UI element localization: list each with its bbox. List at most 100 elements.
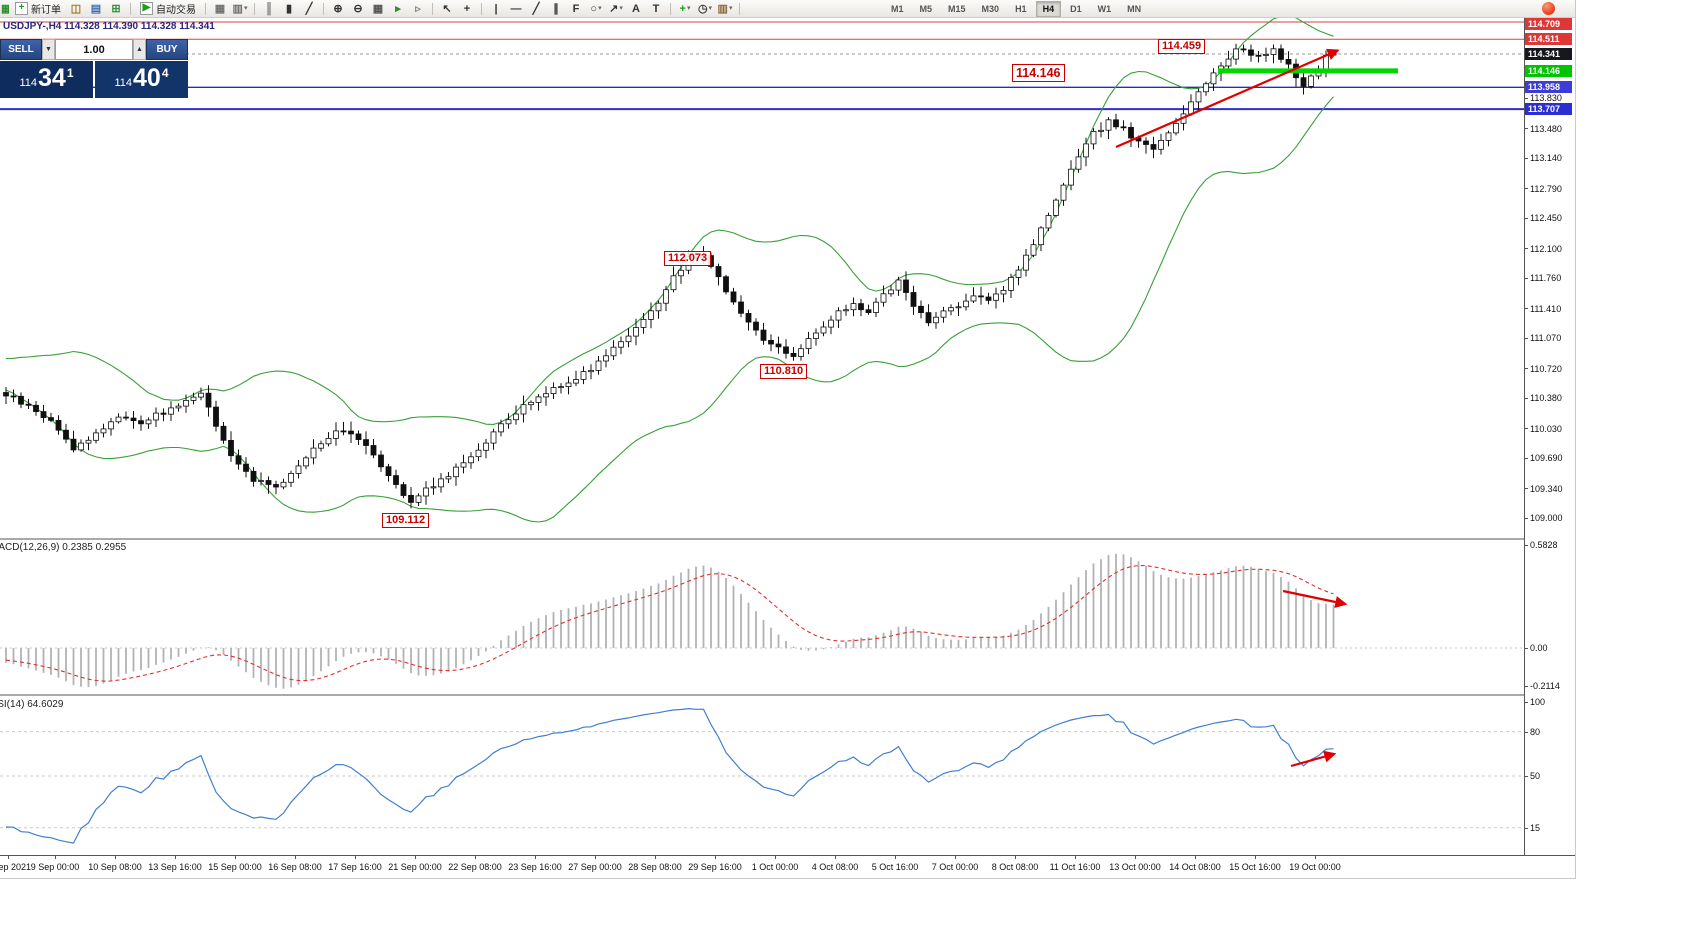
fibonacci-icon[interactable]: F — [572, 2, 580, 15]
price-axis-label: 113.480 — [1530, 123, 1562, 134]
templates-icon[interactable]: ▥ ▾ — [717, 2, 733, 15]
panel-splitter-macd[interactable] — [0, 538, 1524, 540]
time-axis-tick — [415, 856, 416, 859]
toolbar: ▦+新订单◫▤⊞▶自动交易▦▥▾║▮╱⊕⊖▦▸▹↖+|—╱∥F○▾↗▾AT+▾◷… — [0, 0, 1575, 18]
time-axis-tick — [8, 856, 9, 859]
price-annotation[interactable]: 114.146 — [1012, 64, 1065, 82]
data-window-icon[interactable]: ▤ — [90, 2, 102, 15]
new-order-cut-icon[interactable]: ▦ — [1, 1, 9, 17]
price-marker-114.511: 114.511 — [1525, 33, 1572, 46]
price-annotation[interactable]: 110.810 — [760, 364, 808, 379]
new-order-button[interactable]: + 新订单 — [12, 1, 64, 17]
sell-price-button[interactable]: 114 34 1 — [0, 61, 93, 98]
macd-axis-tick — [1524, 544, 1528, 546]
bar-chart-icon[interactable]: ║ — [265, 2, 273, 15]
time-axis-label: 1 Oct 00:00 — [751, 862, 799, 872]
navigator-icon[interactable]: ⊞ — [111, 2, 121, 15]
price-axis-label: 109.690 — [1530, 453, 1563, 464]
time-axis-tick — [295, 856, 296, 859]
toolbar-separator — [130, 2, 131, 15]
market-watch-icon[interactable]: ◫ — [70, 2, 82, 15]
zoom-in-icon[interactable]: ⊕ — [333, 2, 343, 15]
line-chart-icon[interactable]: ╱ — [305, 2, 313, 15]
lot-increase-button[interactable]: ▲ — [133, 39, 146, 60]
toolbar-separator — [481, 2, 482, 15]
macd-axis-tick — [1524, 685, 1528, 687]
timeframe-mn-button[interactable]: MN — [1127, 3, 1142, 14]
time-axis-tick — [115, 856, 116, 859]
buy-price-button[interactable]: 114 40 4 — [95, 61, 188, 98]
profiles-icon[interactable]: ▥ ▾ — [232, 2, 248, 15]
price-axis-tick — [1524, 457, 1528, 459]
time-axis-tick — [1195, 856, 1196, 859]
time-axis-tick — [955, 856, 956, 859]
price-axis-label: 109.000 — [1530, 513, 1563, 524]
price-marker-114.341: 114.341 — [1525, 48, 1572, 60]
panel-splitter-rsi[interactable] — [0, 694, 1524, 696]
price-axis-border — [1524, 18, 1525, 855]
candlestick-icon[interactable]: ▮ — [285, 2, 293, 15]
text-label-icon[interactable]: T — [652, 2, 660, 15]
autotrading-button-label: 自动交易 — [156, 5, 196, 16]
trend-arrow-line[interactable] — [1115, 48, 1340, 149]
sell-button[interactable]: SELL — [0, 39, 42, 60]
channel-icon[interactable]: ∥ — [553, 2, 559, 15]
trendline-icon[interactable]: ╱ — [532, 2, 540, 15]
lot-size-input[interactable]: 1.00 — [55, 39, 133, 60]
macd-arrow-annotation[interactable] — [1282, 589, 1348, 608]
macd-panel-canvas[interactable] — [0, 540, 1524, 694]
buy-price-pip: 4 — [161, 66, 169, 80]
lot-decrease-button[interactable]: ▼ — [42, 39, 55, 60]
horizontal-line-icon[interactable]: — — [510, 2, 522, 15]
time-axis-label: 27 Sep 00:00 — [568, 862, 622, 872]
autotrading-button[interactable]: ▶ 自动交易 — [137, 1, 199, 17]
buy-button[interactable]: BUY — [146, 39, 188, 60]
periods-icon[interactable]: ◷ ▾ — [697, 2, 713, 15]
sell-price-prefix: 114 — [19, 77, 38, 89]
cursor-icon[interactable]: ↖ — [442, 2, 452, 15]
main-chart-canvas[interactable] — [0, 18, 1524, 538]
timeframe-h4-button[interactable]: H4 — [1035, 0, 1062, 17]
timeframe-m1-button[interactable]: M1 — [891, 3, 904, 14]
time-axis-label: 8 Oct 08:00 — [991, 862, 1039, 872]
price-axis-tick — [1524, 397, 1528, 399]
vertical-line-icon[interactable]: | — [494, 2, 498, 15]
timeframe-m15-button[interactable]: M15 — [948, 3, 966, 14]
timeframe-w1-button[interactable]: W1 — [1097, 3, 1112, 14]
time-axis-label: 9 Sep 00:00 — [30, 862, 80, 872]
time-axis-tick — [355, 856, 356, 859]
time-axis-label: 4 Oct 08:00 — [811, 862, 859, 872]
chart-shift-icon[interactable]: ▹ — [415, 2, 421, 15]
price-annotation[interactable]: 112.073 — [664, 251, 712, 266]
crosshair-icon[interactable]: + — [463, 2, 471, 15]
price-annotation[interactable]: 114.459 — [1158, 39, 1206, 54]
new-chart-icon[interactable]: ▦ — [214, 2, 226, 15]
zoom-out-icon[interactable]: ⊖ — [353, 2, 363, 15]
indicators-icon[interactable]: + ▾ — [679, 2, 691, 15]
timeframe-m30-button[interactable]: M30 — [981, 3, 1000, 14]
alert-icon[interactable] — [1542, 2, 1555, 15]
toolbar-separator — [739, 2, 740, 15]
timeframe-d1-button[interactable]: D1 — [1070, 3, 1082, 14]
price-axis-tick — [1524, 428, 1528, 430]
rsi-line — [5, 707, 1334, 844]
tile-windows-icon[interactable]: ▦ — [372, 2, 384, 15]
shapes-icon[interactable]: ○ ▾ — [590, 2, 602, 15]
macd-histogram — [5, 553, 1335, 689]
price-axis-tick — [1524, 368, 1528, 370]
timeframe-m5-button[interactable]: M5 — [919, 3, 933, 14]
auto-scroll-icon[interactable]: ▸ — [395, 2, 401, 15]
price-marker-114.146: 114.146 — [1525, 64, 1572, 77]
price-axis-label: 112.450 — [1530, 213, 1562, 224]
rsi-axis-label: 80 — [1530, 727, 1541, 737]
rsi-arrow-annotation[interactable] — [1290, 750, 1337, 768]
bollinger-upper-band — [5, 18, 1334, 425]
price-annotation[interactable]: 109.112 — [382, 513, 430, 528]
time-axis-label: 29 Sep 16:00 — [688, 862, 742, 872]
timeframe-h1-button[interactable]: H1 — [1015, 3, 1027, 14]
rsi-panel-canvas[interactable] — [0, 696, 1524, 855]
text-icon[interactable]: A — [632, 2, 640, 15]
time-axis-label: 8 Sep 2021 — [0, 862, 32, 872]
arrows-icon[interactable]: ↗ ▾ — [609, 2, 623, 15]
